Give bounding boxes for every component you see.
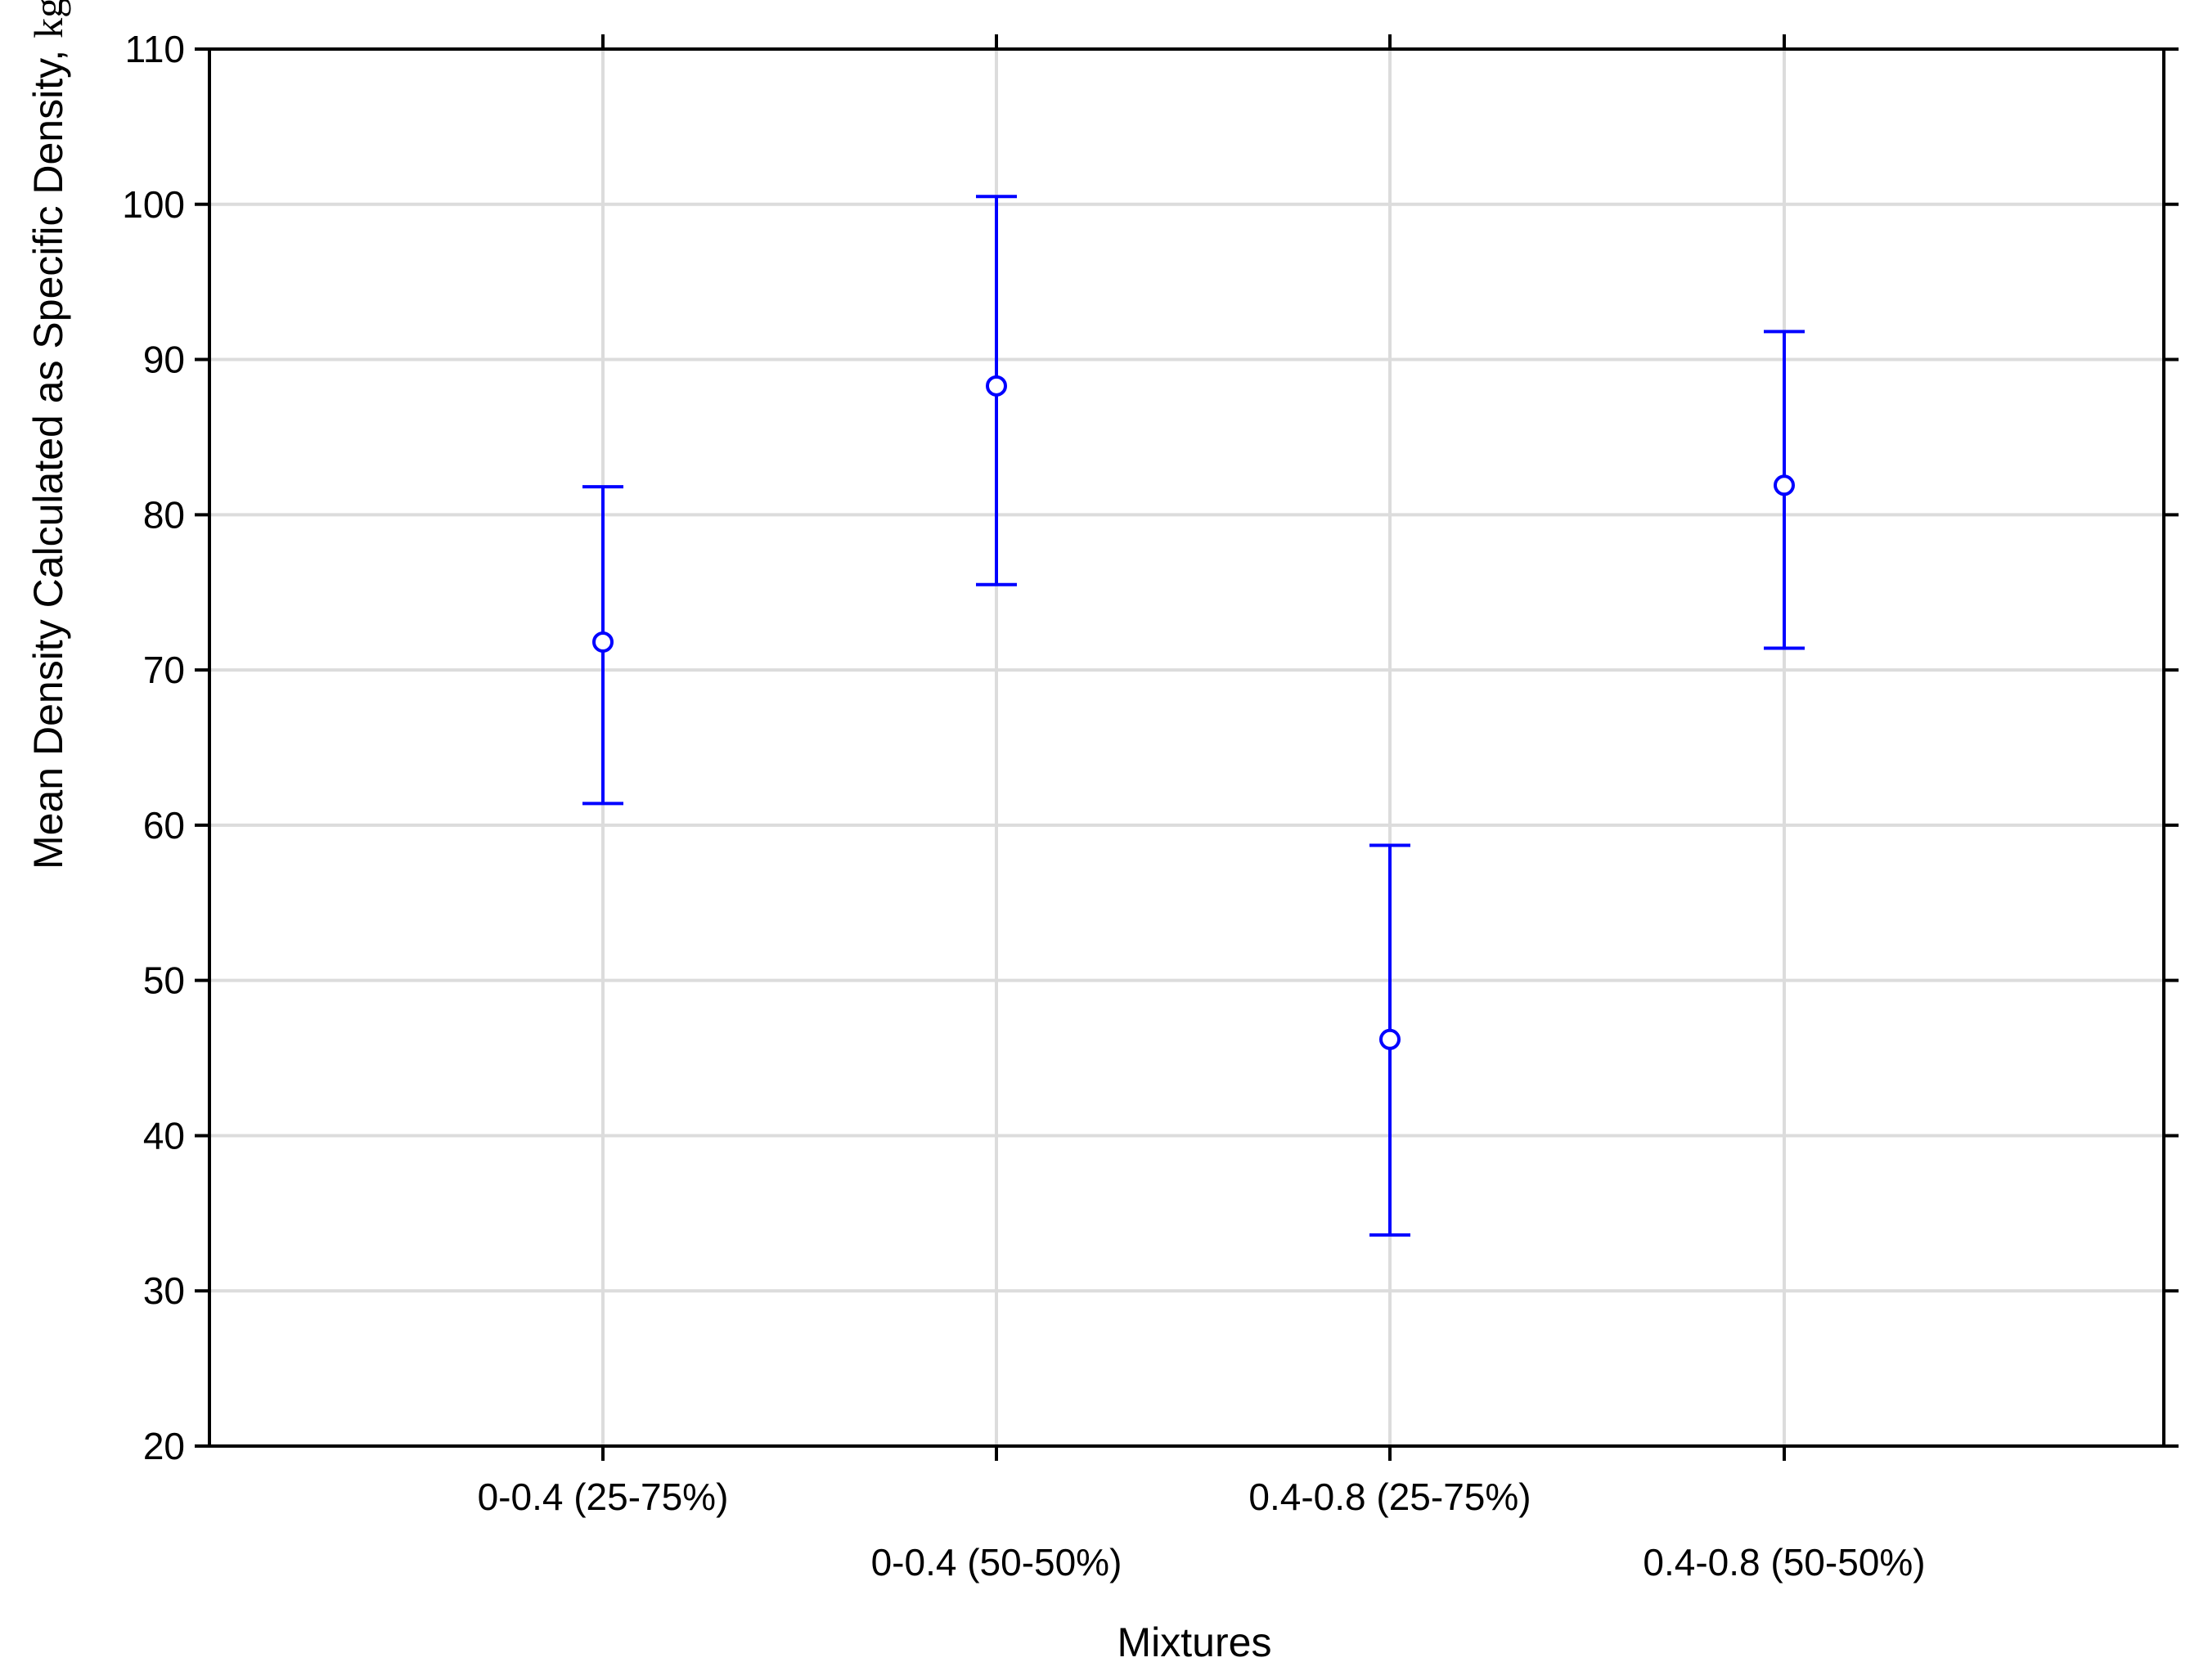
x-tick-label: 0-0.4 (25-75%): [478, 1476, 729, 1518]
y-axis-title: Mean Density Calculated as Specific Dens…: [7, 0, 71, 869]
y-tick-label: 70: [143, 649, 185, 691]
data-marks: [582, 195, 1805, 1237]
y-tick-label: 30: [143, 1269, 185, 1312]
x-axis-ticks: 0-0.4 (25-75%) 0-0.4 (50-50%) 0.4-0.8 (25-…: [478, 34, 1926, 1583]
mean-point: [986, 375, 1007, 397]
x-tick-label: 0-0.4 (50-50%): [871, 1541, 1122, 1583]
y-axis-title-text: Mean Density Calculated as Specific Dens…: [25, 38, 71, 869]
y-tick-label: 110: [125, 28, 185, 70]
y-tick-label: 50: [143, 959, 185, 1002]
grid: [209, 49, 2164, 1446]
x-tick-label: 0.4-0.8 (50-50%): [1643, 1541, 1925, 1583]
x-axis-title: Mixtures: [1117, 1619, 1272, 1665]
y-tick-label: 60: [143, 804, 185, 847]
y-tick-label: 40: [143, 1114, 185, 1157]
plot-frame: [208, 47, 2165, 1448]
y-tick-label: 20: [143, 1425, 185, 1467]
mean-point: [1774, 474, 1795, 496]
y-axis-ticks: 20 30 40 50 60 70 80 90 100 110: [122, 28, 2179, 1467]
y-tick-label: 100: [122, 183, 185, 226]
mean-point: [592, 631, 614, 653]
mean-point: [1379, 1028, 1401, 1050]
y-axis-unit: kg·m: [25, 0, 71, 38]
x-tick-label: 0.4-0.8 (25-75%): [1248, 1476, 1531, 1518]
y-tick-label: 90: [143, 339, 185, 381]
y-tick-label: 80: [143, 493, 185, 536]
